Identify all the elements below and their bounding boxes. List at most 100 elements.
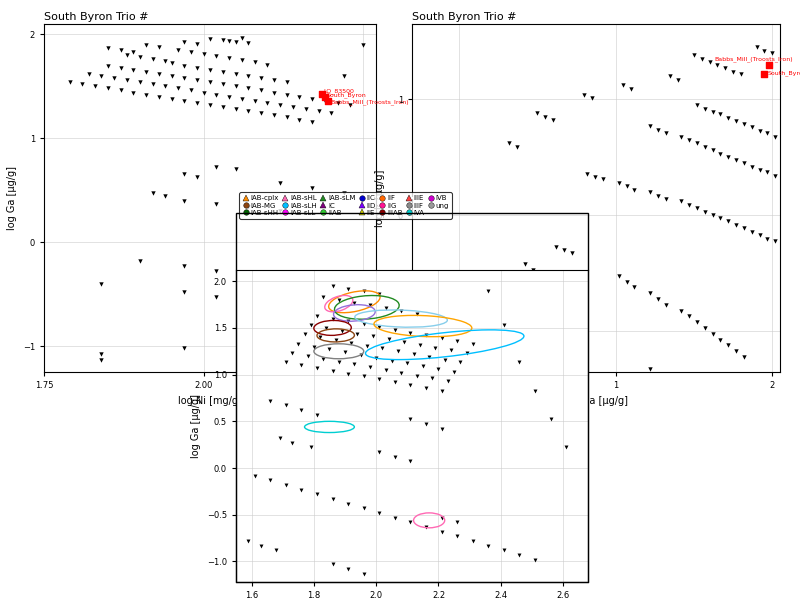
Point — [586, 94, 598, 103]
Point — [758, 46, 770, 55]
Point — [546, 115, 559, 125]
Point — [730, 220, 742, 229]
Point — [242, 38, 254, 47]
Point — [438, 355, 451, 364]
Point — [730, 346, 742, 356]
Point — [338, 347, 351, 357]
Point — [659, 194, 672, 204]
Point — [114, 63, 127, 73]
Point — [498, 545, 510, 555]
Point — [404, 380, 417, 389]
Text: LO_83500: LO_83500 — [324, 88, 354, 94]
Point — [317, 292, 330, 302]
Point — [280, 90, 293, 100]
Point — [389, 452, 402, 461]
Point — [422, 352, 435, 362]
Point — [698, 207, 711, 217]
Point — [153, 42, 166, 52]
Point — [358, 287, 370, 296]
Point — [191, 98, 204, 108]
Point — [404, 457, 417, 466]
Point — [354, 350, 367, 360]
Point — [357, 40, 370, 50]
Point — [620, 182, 633, 191]
Point — [166, 59, 178, 68]
Point — [330, 335, 342, 345]
Point — [323, 344, 336, 354]
Point — [264, 475, 277, 485]
Point — [331, 98, 344, 108]
Point — [216, 35, 229, 44]
Point — [690, 139, 703, 148]
Point — [306, 94, 318, 104]
Point — [526, 265, 539, 275]
Point — [267, 75, 280, 85]
Point — [454, 358, 466, 367]
Point — [318, 92, 331, 101]
Point — [698, 323, 711, 333]
Point — [332, 357, 345, 367]
Point — [675, 306, 688, 316]
Point — [95, 350, 108, 359]
Point — [460, 349, 473, 358]
Point — [279, 480, 292, 490]
Point — [210, 292, 222, 302]
Point — [198, 88, 210, 97]
Point — [448, 367, 461, 377]
Point — [121, 75, 134, 85]
Point — [210, 90, 222, 100]
Point — [146, 55, 159, 64]
Point — [140, 67, 153, 77]
Point — [714, 149, 727, 159]
Point — [326, 281, 339, 290]
Point — [348, 359, 361, 369]
Point — [114, 45, 127, 55]
Point — [466, 536, 479, 545]
Point — [682, 135, 695, 145]
Point — [581, 169, 594, 178]
Point — [298, 329, 311, 339]
Point — [279, 358, 292, 367]
Text: South Byron Trio #: South Byron Trio # — [44, 12, 149, 22]
Point — [612, 271, 625, 281]
Point — [529, 555, 542, 565]
Point — [210, 199, 222, 209]
Point — [361, 341, 374, 350]
Point — [738, 158, 750, 168]
Point — [332, 295, 345, 305]
Point — [450, 517, 463, 527]
Point — [442, 376, 454, 386]
Point — [410, 371, 423, 380]
Point — [769, 236, 782, 246]
Point — [746, 227, 758, 236]
Point — [722, 152, 734, 162]
Point — [95, 355, 108, 364]
Point — [159, 56, 172, 66]
Point — [566, 248, 578, 257]
Point — [389, 377, 402, 387]
Point — [335, 326, 348, 335]
Point — [326, 366, 339, 376]
Point — [235, 33, 248, 43]
Point — [690, 317, 703, 327]
Point — [279, 401, 292, 410]
Point — [210, 163, 222, 172]
Point — [550, 242, 562, 251]
Point — [435, 527, 448, 536]
Point — [307, 342, 320, 352]
Point — [178, 287, 191, 297]
Point — [414, 340, 426, 350]
Point — [191, 75, 204, 85]
Point — [718, 63, 731, 73]
Point — [351, 329, 364, 338]
Point — [714, 110, 727, 119]
Point — [159, 191, 172, 201]
Point — [466, 339, 479, 349]
Point — [722, 113, 734, 123]
Point — [628, 185, 641, 194]
Legend: IAB-cplx, IAB-MG, IAB-sHH, IAB-sHL, IAB-sLH, IAB-sLL, IAB-sLM, IC, IIAB, IIC, II: IAB-cplx, IAB-MG, IAB-sHH, IAB-sHL, IAB-… — [239, 193, 452, 218]
Point — [216, 79, 229, 89]
Text: South_Byron: South_Byron — [767, 70, 800, 76]
Point — [644, 289, 657, 298]
Point — [738, 223, 750, 233]
